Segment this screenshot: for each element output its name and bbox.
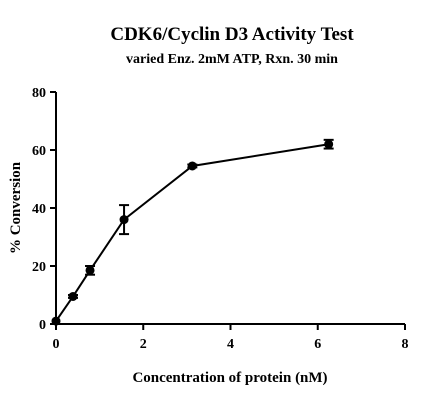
x-tick-label: 6 [314,337,321,352]
x-tick-label: 8 [402,337,409,352]
data-point [119,215,129,225]
data-point [51,316,61,326]
y-tick-label: 40 [32,202,46,217]
y-tick-label: 80 [32,86,46,101]
x-ticks: 0 2 4 6 8 [53,324,409,352]
y-ticks: 0 20 40 60 80 [32,86,56,333]
chart-title: CDK6/Cyclin D3 Activity Test [110,24,354,45]
data-point [324,139,334,149]
data-point [85,265,95,275]
data-point [68,291,78,301]
y-tick-label: 0 [39,318,46,333]
y-tick-label: 20 [32,260,46,275]
chart-subtitle: varied Enz. 2mM ATP, Rxn. 30 min [126,52,338,67]
y-tick-label: 60 [32,144,46,159]
data-point [187,161,197,171]
plot-area [51,138,334,326]
x-tick-label: 0 [53,337,60,352]
y-axis-label: % Conversion [8,161,24,254]
series-line [55,143,329,322]
x-axis-label: Concentration of protein (nM) [132,370,327,386]
x-tick-label: 4 [227,337,234,352]
x-tick-label: 2 [140,337,147,352]
